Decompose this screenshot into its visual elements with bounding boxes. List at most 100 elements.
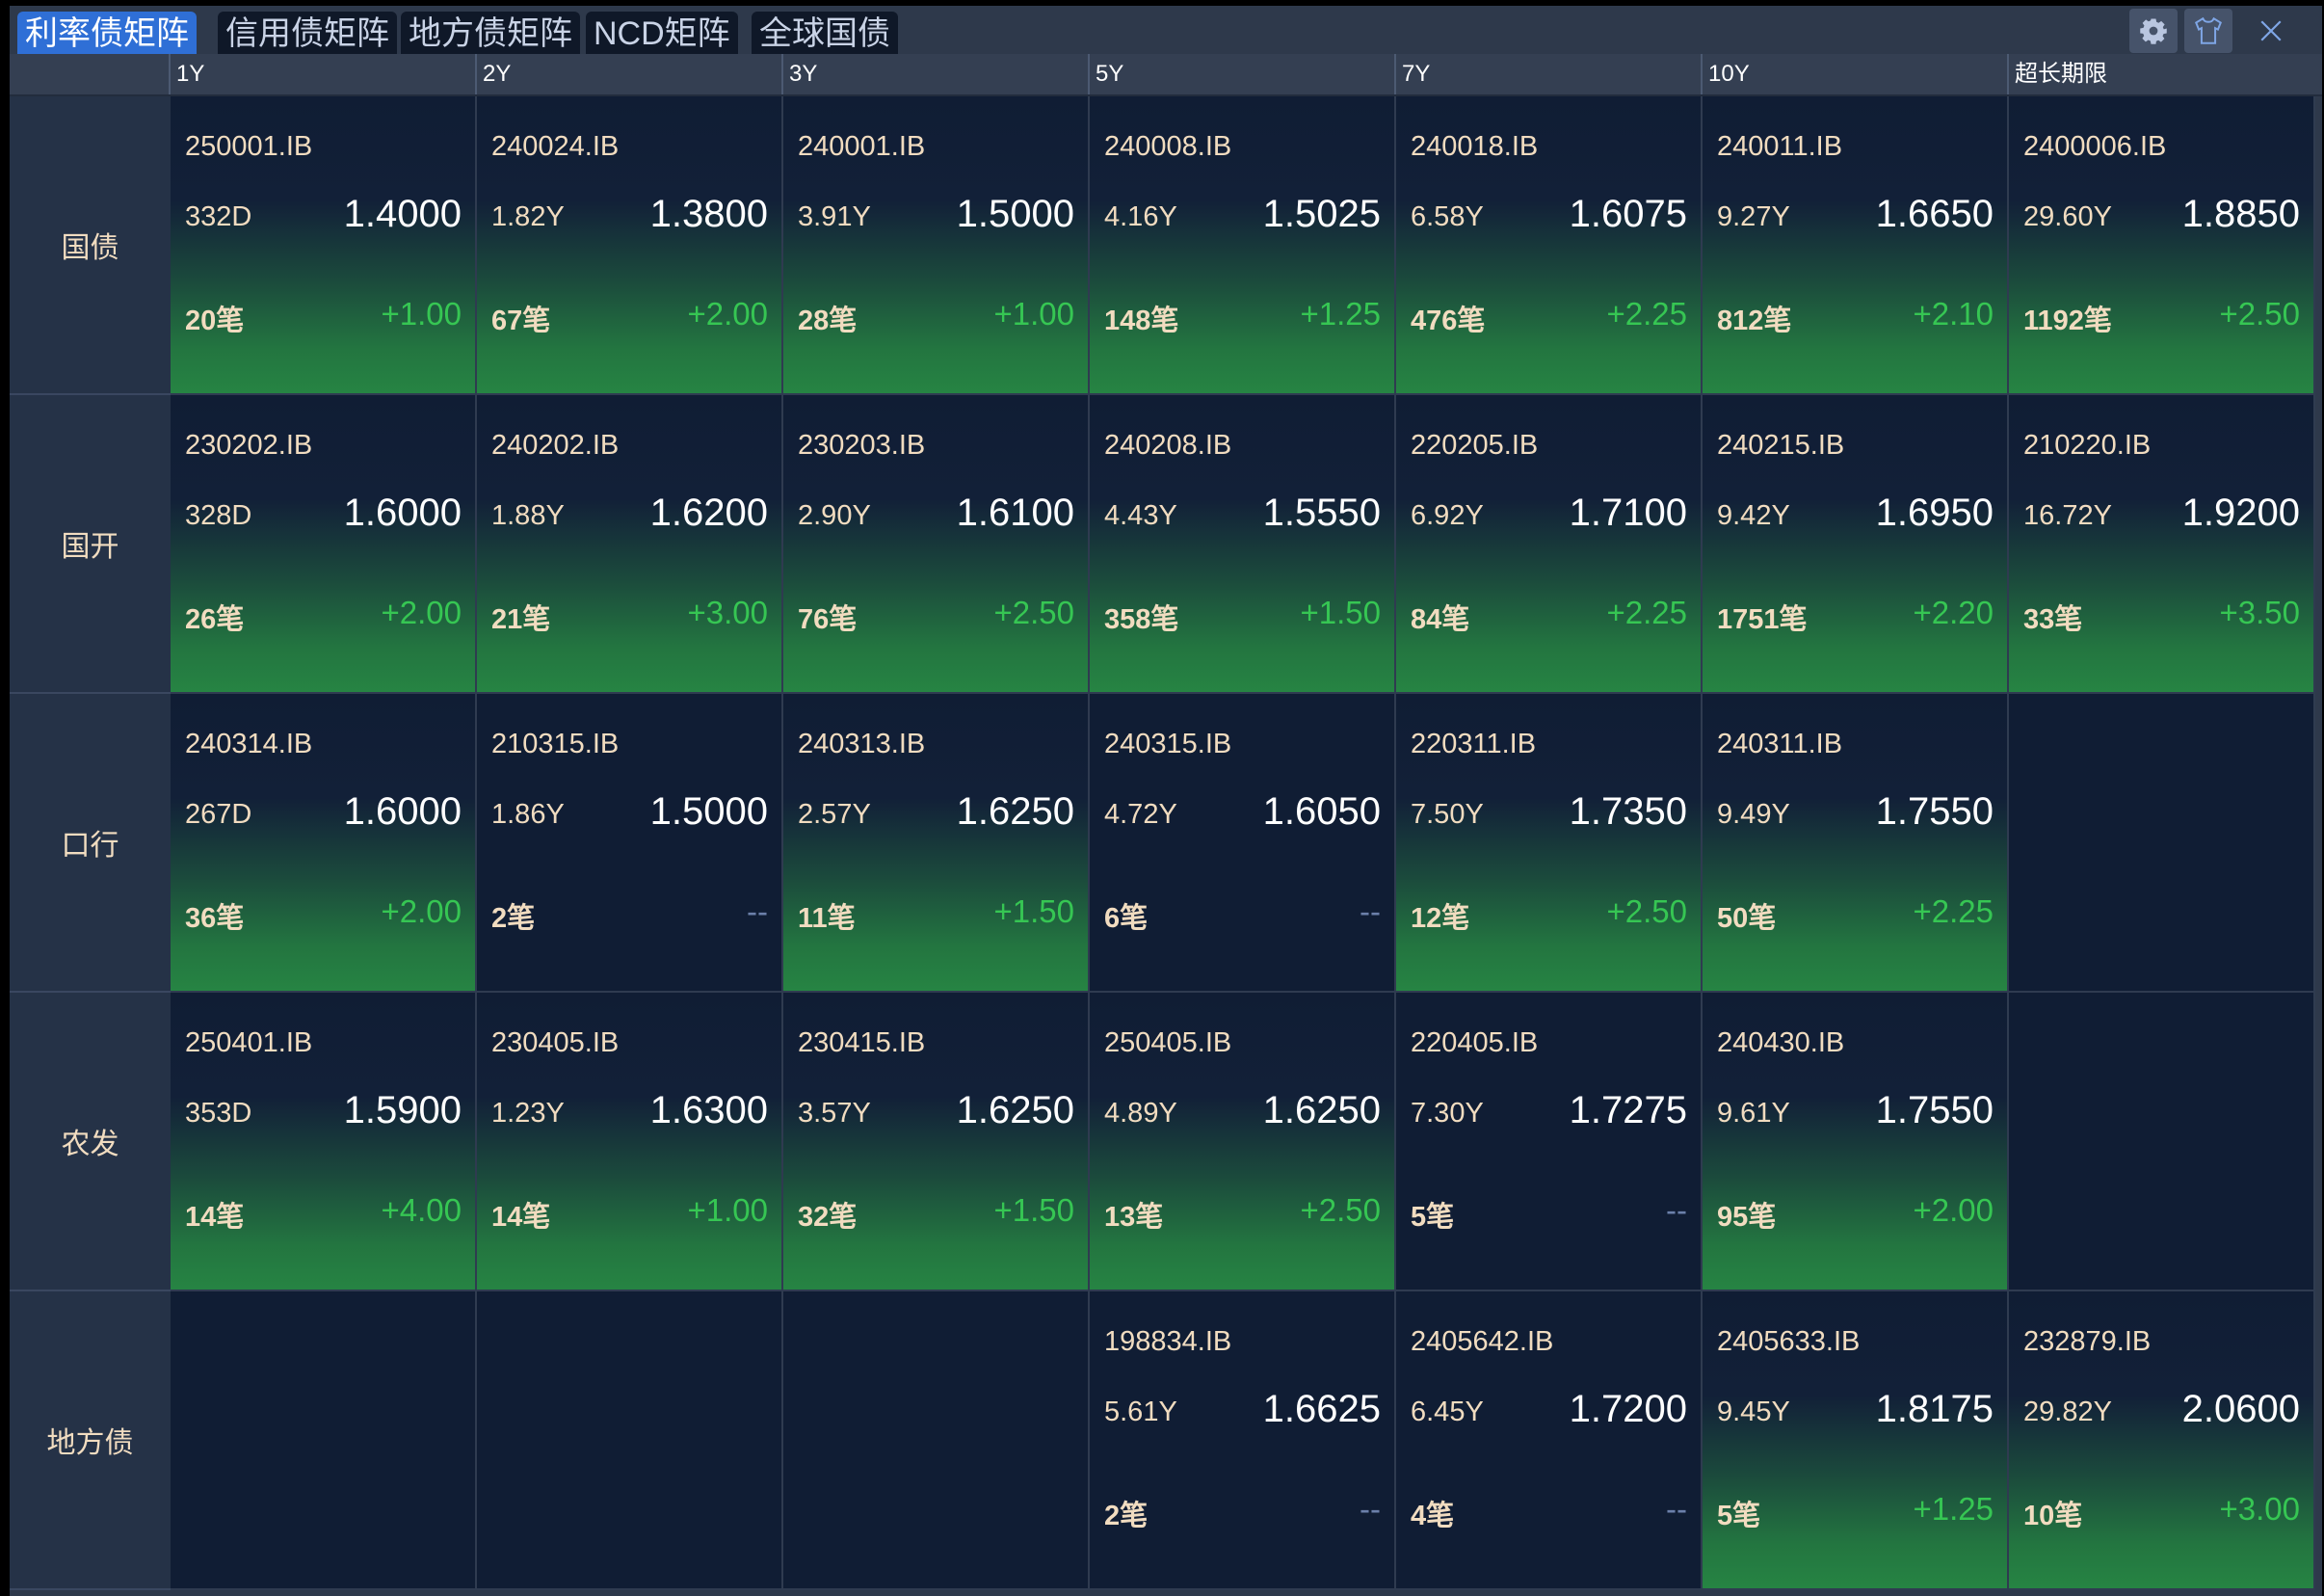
quote-cell[interactable]: 240314.IB 267D 1.6000 36笔 +2.00 [171, 694, 477, 993]
trade-count: 32笔 [798, 1202, 858, 1233]
yield-value: 1.6625 [1262, 1388, 1381, 1430]
bond-code: 240011.IB [1717, 131, 1843, 162]
remaining-term: 6.45Y [1411, 1396, 1484, 1427]
yield-change: +2.00 [381, 893, 462, 929]
trade-count: 1192笔 [2023, 306, 2112, 336]
quote-cell[interactable]: 198834.IB 5.61Y 1.6625 2笔 -- [1090, 1291, 1396, 1590]
yield-value: 1.6100 [956, 492, 1074, 534]
quote-cell[interactable]: 240008.IB 4.16Y 1.5025 148笔 +1.25 [1090, 96, 1396, 395]
remaining-term: 16.72Y [2023, 500, 2112, 531]
quote-cell[interactable]: 230415.IB 3.57Y 1.6250 32笔 +1.50 [783, 993, 1090, 1291]
quote-cell[interactable]: 210315.IB 1.86Y 1.5000 2笔 -- [477, 694, 783, 993]
remaining-term: 4.16Y [1104, 201, 1177, 232]
trade-count: 11笔 [798, 903, 856, 934]
bond-code: 240311.IB [1717, 729, 1843, 759]
quote-cell[interactable]: 210220.IB 16.72Y 1.9200 33笔 +3.50 [2009, 395, 2315, 694]
empty-cell [783, 1291, 1090, 1590]
tab-ncd-matrix[interactable]: NCD矩阵 [586, 12, 738, 54]
quote-cell[interactable]: 240018.IB 6.58Y 1.6075 476笔 +2.25 [1396, 96, 1703, 395]
bond-code: 230202.IB [185, 430, 313, 461]
yield-change: +1.25 [1913, 1491, 1994, 1527]
quote-cell[interactable]: 240315.IB 4.72Y 1.6050 6笔 -- [1090, 694, 1396, 993]
quote-cell[interactable]: 2405633.IB 9.45Y 1.8175 5笔 +1.25 [1703, 1291, 2009, 1590]
yield-value: 1.8175 [1875, 1388, 1994, 1430]
bond-code: 210315.IB [491, 729, 620, 759]
bond-code: 240208.IB [1104, 430, 1232, 461]
quote-cell[interactable]: 250405.IB 4.89Y 1.6250 13笔 +2.50 [1090, 993, 1396, 1291]
tab-rate-bond-matrix[interactable]: 利率债矩阵 [17, 12, 197, 54]
quote-cell[interactable]: 240313.IB 2.57Y 1.6250 11笔 +1.50 [783, 694, 1090, 993]
theme-button[interactable] [2184, 9, 2232, 53]
yield-change: +2.10 [1913, 296, 1994, 332]
trade-count: 76笔 [798, 604, 858, 635]
yield-change: +1.50 [993, 1192, 1075, 1228]
quote-cell[interactable]: 220405.IB 7.30Y 1.7275 5笔 -- [1396, 993, 1703, 1291]
yield-value: 1.6650 [1875, 193, 1994, 235]
tab-local-bond-matrix[interactable]: 地方债矩阵 [401, 12, 580, 54]
column-header: 超长期限 [2007, 54, 2313, 94]
quote-cell[interactable]: 240311.IB 9.49Y 1.7550 50笔 +2.25 [1703, 694, 2009, 993]
remaining-term: 7.30Y [1411, 1098, 1484, 1129]
quote-cell[interactable]: 240001.IB 3.91Y 1.5000 28笔 +1.00 [783, 96, 1090, 395]
bond-code: 250405.IB [1104, 1027, 1232, 1058]
row-label: 口行 [10, 694, 171, 993]
trade-count: 20笔 [185, 306, 245, 336]
trade-count: 67笔 [491, 306, 551, 336]
tab-global-treasury[interactable]: 全球国债 [752, 12, 898, 54]
yield-change: +2.25 [1606, 595, 1688, 630]
quote-cell[interactable]: 2405642.IB 6.45Y 1.7200 4笔 -- [1396, 1291, 1703, 1590]
close-icon [2260, 20, 2282, 41]
column-header: 10Y [1701, 54, 2007, 94]
quote-cell[interactable]: 240430.IB 9.61Y 1.7550 95笔 +2.00 [1703, 993, 2009, 1291]
yield-change: +4.00 [381, 1192, 462, 1228]
remaining-term: 353D [185, 1098, 252, 1129]
remaining-term: 4.43Y [1104, 500, 1177, 531]
settings-button[interactable] [2129, 9, 2178, 53]
quote-cell[interactable]: 230203.IB 2.90Y 1.6100 76笔 +2.50 [783, 395, 1090, 694]
column-header: 5Y [1088, 54, 1394, 94]
yield-change: -- [1666, 1192, 1687, 1228]
quote-cell[interactable]: 230202.IB 328D 1.6000 26笔 +2.00 [171, 395, 477, 694]
yield-change: -- [1666, 1491, 1687, 1527]
remaining-term: 29.82Y [2023, 1396, 2112, 1427]
yield-change: +2.25 [1606, 296, 1688, 332]
close-button[interactable] [2247, 9, 2295, 53]
yield-change: +3.50 [2219, 595, 2301, 630]
yield-change: +1.00 [993, 296, 1075, 332]
quote-cell[interactable]: 240208.IB 4.43Y 1.5550 358笔 +1.50 [1090, 395, 1396, 694]
yield-value: 1.6300 [649, 1089, 768, 1131]
yield-change: +1.50 [993, 893, 1075, 929]
bond-code: 210220.IB [2023, 430, 2152, 461]
trade-count: 812笔 [1717, 306, 1792, 336]
trade-count: 28笔 [798, 306, 858, 336]
bond-code: 240313.IB [798, 729, 926, 759]
remaining-term: 267D [185, 799, 252, 830]
quote-cell[interactable]: 230405.IB 1.23Y 1.6300 14笔 +1.00 [477, 993, 783, 1291]
trade-count: 1751笔 [1717, 604, 1808, 635]
bond-code: 220205.IB [1411, 430, 1539, 461]
tab-credit-bond-matrix[interactable]: 信用债矩阵 [218, 12, 397, 54]
quote-cell[interactable]: 240024.IB 1.82Y 1.3800 67笔 +2.00 [477, 96, 783, 395]
yield-value: 1.6000 [343, 492, 462, 534]
bond-code: 240315.IB [1104, 729, 1232, 759]
quote-cell[interactable]: 250001.IB 332D 1.4000 20笔 +1.00 [171, 96, 477, 395]
yield-value: 1.7100 [1569, 492, 1687, 534]
bond-code: 240001.IB [798, 131, 926, 162]
quote-cell[interactable]: 240202.IB 1.88Y 1.6200 21笔 +3.00 [477, 395, 783, 694]
quote-cell[interactable]: 232879.IB 29.82Y 2.0600 10笔 +3.00 [2009, 1291, 2315, 1590]
yield-value: 1.9200 [2181, 492, 2300, 534]
bond-code: 232879.IB [2023, 1326, 2152, 1357]
quote-cell[interactable]: 240215.IB 9.42Y 1.6950 1751笔 +2.20 [1703, 395, 2009, 694]
yield-change: +1.00 [381, 296, 462, 332]
bond-code: 240024.IB [491, 131, 620, 162]
yield-value: 1.6075 [1569, 193, 1687, 235]
bond-code: 240018.IB [1411, 131, 1539, 162]
quote-cell[interactable]: 250401.IB 353D 1.5900 14笔 +4.00 [171, 993, 477, 1291]
yield-value: 1.6250 [1262, 1089, 1381, 1131]
quote-cell[interactable]: 2400006.IB 29.60Y 1.8850 1192笔 +2.50 [2009, 96, 2315, 395]
quote-cell[interactable]: 220205.IB 6.92Y 1.7100 84笔 +2.25 [1396, 395, 1703, 694]
quote-cell[interactable]: 220311.IB 7.50Y 1.7350 12笔 +2.50 [1396, 694, 1703, 993]
quote-cell[interactable]: 240011.IB 9.27Y 1.6650 812笔 +2.10 [1703, 96, 2009, 395]
remaining-term: 1.82Y [491, 201, 565, 232]
trade-count: 50笔 [1717, 903, 1777, 934]
